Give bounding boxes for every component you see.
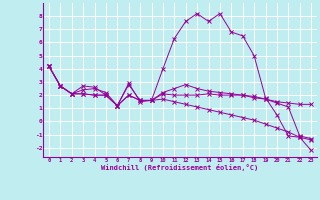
X-axis label: Windchill (Refroidissement éolien,°C): Windchill (Refroidissement éolien,°C): [101, 164, 259, 171]
